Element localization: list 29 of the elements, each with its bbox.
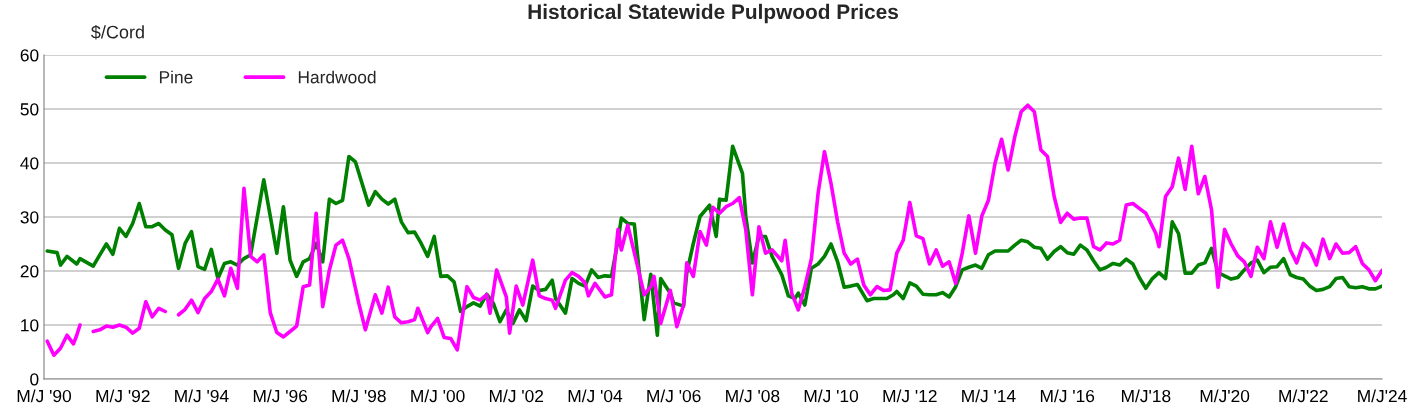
x-tick-label: M/J '08 (726, 389, 780, 403)
y-tick-label: 10 (21, 319, 39, 332)
x-tick-label: M/J'18 (1121, 389, 1171, 403)
x-tick-label: M/J'22 (1279, 389, 1328, 403)
y-tick-label: 30 (20, 211, 39, 224)
x-tick-label: M/J '10 (804, 389, 859, 403)
x-tick-label: M/J '92 (96, 389, 150, 403)
y-tick-label: 40 (20, 157, 39, 170)
y-tick-label: 0 (30, 373, 39, 386)
x-tick-label: M/J'20 (1200, 389, 1250, 403)
x-tick-label: M/J '90 (17, 389, 72, 403)
x-tick-label: M/J '00 (411, 389, 465, 403)
x-tick-label: M/J '98 (332, 389, 386, 403)
x-tick-label: M/J '12 (883, 389, 937, 403)
y-tick-label: 60 (20, 49, 39, 62)
x-tick-label: M/J '96 (253, 389, 308, 403)
y-tick-label: 50 (20, 103, 39, 116)
x-tick-label: M/J '14 (962, 389, 1016, 403)
x-tick-label: M/J '02 (489, 389, 544, 403)
x-tick-label: M/J'24 (1358, 389, 1407, 403)
x-tick-label: M/J '06 (647, 389, 701, 403)
chart-title: Historical Statewide Pulpwood Prices (528, 3, 898, 24)
x-tick-label: M/J '94 (175, 389, 229, 403)
y-tick-label: 20 (20, 265, 39, 278)
x-tick-label: M/J '16 (1040, 389, 1095, 403)
y-axis-title: $/Cord (91, 24, 144, 40)
legend-label: Hardwood (298, 70, 376, 84)
x-tick-label: M/J '04 (568, 389, 623, 403)
legend-label: Pine (159, 70, 193, 84)
